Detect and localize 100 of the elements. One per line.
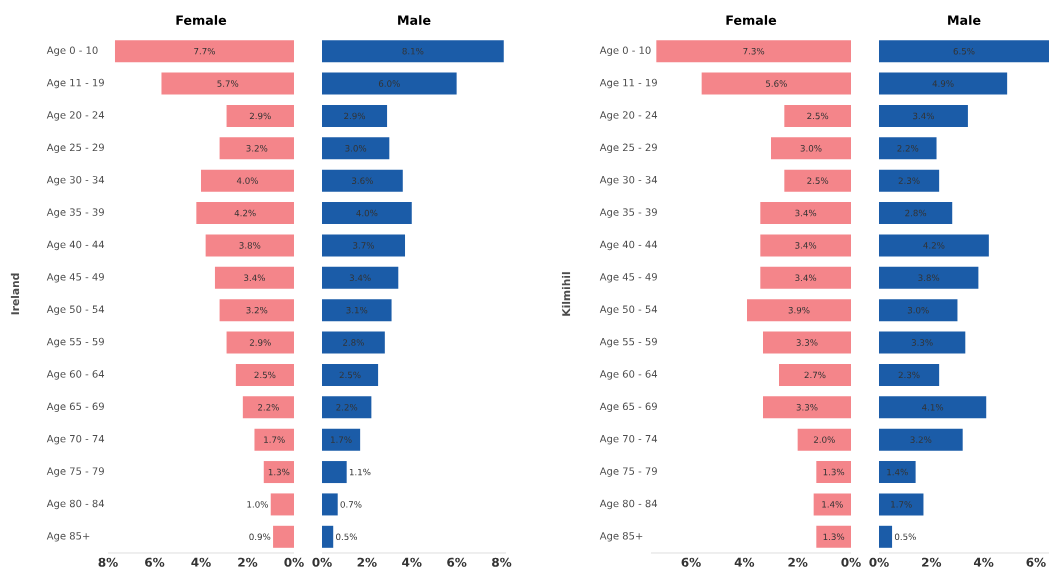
- x-tick-label: 6%: [681, 557, 701, 567]
- y-tick-label: Age 40 - 44: [599, 240, 658, 251]
- data-label: 8.1%: [402, 47, 424, 55]
- data-label: 3.4%: [795, 209, 817, 217]
- data-label: 1.7%: [331, 436, 352, 443]
- data-label: 4.1%: [922, 404, 944, 411]
- bar: [322, 363, 379, 386]
- bar: [879, 169, 940, 192]
- bar: [322, 461, 347, 484]
- data-label: 3.2%: [910, 436, 932, 443]
- y-tick-label: Age 0 - 10: [46, 46, 98, 56]
- bar: [779, 363, 851, 386]
- bar: [196, 202, 294, 225]
- x-tick-label: 4%: [734, 557, 755, 567]
- x-tick-label: 6%: [447, 557, 467, 567]
- bar: [656, 40, 851, 63]
- data-label: 3.1%: [346, 306, 368, 314]
- bar: [879, 72, 1008, 95]
- chart-title: Male: [948, 15, 981, 25]
- bar: [879, 493, 924, 516]
- bar: [322, 331, 385, 354]
- data-label: 0.5%: [894, 533, 916, 541]
- chart-title: Male: [398, 15, 431, 25]
- bar: [747, 299, 851, 322]
- data-label: 5.6%: [765, 80, 787, 87]
- bar: [760, 234, 851, 257]
- bar: [114, 40, 294, 63]
- y-tick-label: Age 85+: [46, 532, 90, 542]
- y-tick-label: Age 30 - 34: [599, 175, 658, 186]
- data-label: 1.4%: [822, 501, 843, 508]
- data-label: 1.1%: [349, 468, 371, 476]
- data-label: 2.2%: [336, 404, 358, 411]
- data-label: 0.9%: [249, 533, 271, 541]
- bar: [879, 137, 937, 160]
- data-label: 2.5%: [807, 112, 829, 120]
- bar: [273, 525, 294, 548]
- data-label: 1.3%: [268, 468, 290, 476]
- bar: [879, 202, 953, 225]
- x-tick-label: 0%: [841, 557, 861, 567]
- data-label: 3.0%: [907, 306, 929, 314]
- chart-title: Female: [726, 15, 777, 25]
- data-label: 1.4%: [887, 468, 908, 476]
- data-label: 0.7%: [340, 501, 362, 508]
- x-tick-label: 6%: [145, 557, 165, 567]
- data-label: 3.7%: [353, 242, 375, 249]
- data-label: 4.0%: [236, 177, 259, 184]
- bar: [263, 461, 294, 484]
- bar: [270, 493, 294, 516]
- chart-title: Female: [176, 15, 227, 25]
- bar: [322, 428, 361, 451]
- bar: [219, 299, 294, 322]
- data-label: 5.7%: [217, 80, 239, 87]
- data-label: 3.4%: [349, 274, 371, 282]
- bar: [816, 461, 851, 484]
- data-label: 3.3%: [796, 339, 818, 346]
- bar: [760, 202, 851, 225]
- bar: [242, 396, 294, 419]
- data-label: 3.8%: [918, 274, 940, 282]
- bar: [879, 104, 968, 127]
- x-tick-label: 2%: [922, 557, 942, 567]
- y-tick-label: Age 70 - 74: [46, 434, 105, 445]
- data-label: 2.8%: [905, 209, 927, 217]
- y-tick-label: Age 85+: [599, 532, 643, 542]
- data-label: 2.9%: [344, 112, 366, 120]
- data-label: 3.3%: [796, 404, 818, 411]
- y-tick-label: Age 35 - 39: [46, 208, 104, 218]
- data-label: 3.2%: [246, 145, 268, 152]
- data-label: 7.3%: [743, 47, 765, 55]
- y-tick-label: Age 25 - 29: [599, 143, 657, 154]
- y-tick-label: Age 55 - 59: [599, 337, 657, 348]
- data-label: 3.8%: [239, 242, 261, 249]
- bar: [322, 525, 334, 548]
- bar: [879, 363, 940, 386]
- bar: [322, 396, 372, 419]
- bar: [322, 493, 338, 516]
- x-tick-label: 2%: [788, 557, 808, 567]
- data-label: 3.0%: [800, 145, 822, 152]
- y-tick-label: Age 80 - 84: [599, 499, 658, 510]
- y-tick-label: Age 25 - 29: [46, 143, 104, 154]
- bar: [879, 40, 1049, 63]
- y-tick-label: Age 75 - 79: [46, 467, 104, 477]
- data-label: 2.2%: [258, 404, 279, 411]
- data-label: 3.2%: [246, 306, 268, 314]
- x-tick-label: 6%: [1026, 557, 1046, 567]
- data-label: 2.8%: [343, 339, 364, 346]
- bar: [879, 461, 916, 484]
- data-label: 3.4%: [795, 274, 817, 282]
- data-label: 3.9%: [788, 306, 810, 314]
- bar: [816, 525, 851, 548]
- y-tick-label: Age 60 - 64: [46, 370, 105, 380]
- bar: [161, 72, 294, 95]
- data-label: 2.5%: [254, 371, 276, 379]
- data-label: 3.4%: [913, 112, 934, 120]
- y-tick-label: Age 30 - 34: [46, 175, 105, 186]
- bar: [797, 428, 851, 451]
- bar: [784, 104, 851, 127]
- data-label: 2.3%: [898, 371, 920, 379]
- bar: [322, 266, 399, 289]
- y-tick-label: Age 20 - 24: [599, 111, 658, 121]
- data-label: 6.5%: [953, 47, 975, 55]
